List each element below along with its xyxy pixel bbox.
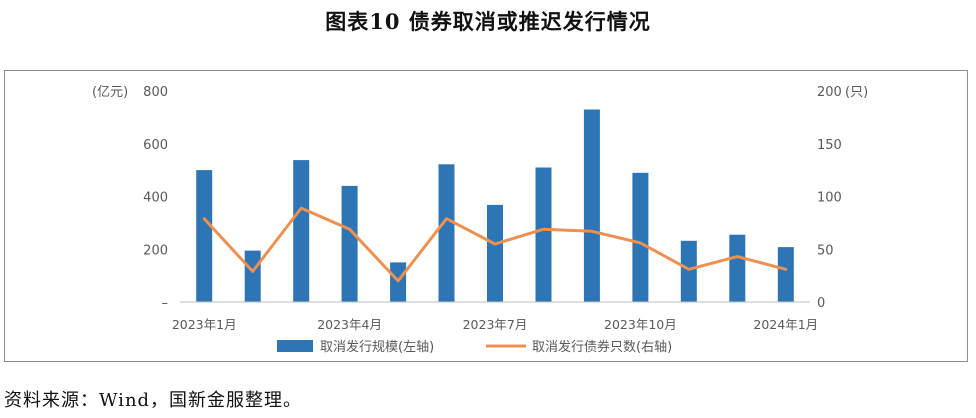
bar-10 [632, 172, 649, 302]
x-tick-label: 2024年1月 [753, 317, 818, 332]
bars-group [196, 109, 794, 302]
y-right-unit-label: (只) [845, 85, 868, 100]
bar-12 [729, 234, 746, 302]
y-right-tick-label: 0 [817, 296, 825, 311]
bar-8 [535, 167, 552, 302]
y-left-unit-label: (亿元) [92, 85, 128, 100]
bar-11 [680, 240, 697, 302]
y-right-tick-label: 100 [817, 191, 842, 206]
x-tick-label: 2023年10月 [604, 317, 677, 332]
bar-7 [487, 204, 503, 302]
y-left-tick-label: 200 [143, 243, 168, 258]
y-right-tick-label: 150 [817, 138, 842, 153]
bar-13 [777, 247, 794, 302]
x-tick-label: 2023年4月 [317, 317, 382, 332]
bar-9 [583, 109, 600, 302]
bar-3 [293, 160, 310, 302]
bar-6 [438, 164, 455, 302]
y-right-tick-label: 50 [817, 243, 834, 258]
chart-title: 图表10 债券取消或推迟发行情况 [325, 9, 651, 34]
legend-group: 取消发行规模(左轴) 取消发行债券只数(右轴) [277, 339, 672, 355]
legend-bar-swatch [277, 340, 313, 352]
y-left-tick-label: 400 [143, 191, 168, 206]
legend-line-label: 取消发行债券只数(右轴) [532, 339, 672, 355]
legend-bar-label: 取消发行规模(左轴) [320, 339, 434, 355]
y-right-tick-label: 200 [817, 85, 842, 100]
bar-1 [196, 170, 213, 302]
x-tick-label: 2023年1月 [172, 317, 237, 332]
y-left-tick-label: 800 [143, 85, 168, 100]
source-note: 资料来源：Wind，国新金服整理。 [4, 390, 303, 411]
y-left-tick-label: 600 [143, 138, 168, 153]
bar-2 [244, 250, 261, 302]
bar-4 [341, 185, 358, 302]
y-left-tick-label: – [162, 296, 169, 311]
chart-frame [4, 70, 968, 362]
line-group [202, 206, 788, 283]
x-tick-label: 2023年7月 [463, 317, 528, 332]
